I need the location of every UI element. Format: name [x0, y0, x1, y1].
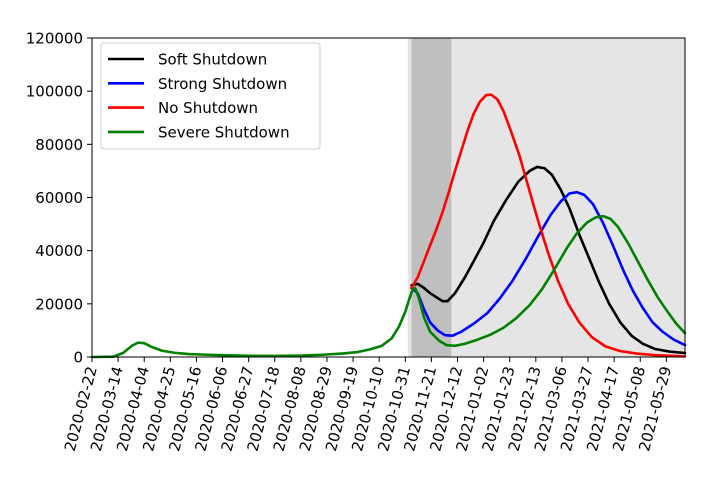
y-tick-label: 0 — [73, 349, 83, 367]
legend-label-strong-shutdown: Strong Shutdown — [158, 75, 287, 93]
legend-label-soft-shutdown: Soft Shutdown — [158, 51, 267, 69]
series-line-soft-shutdown — [410, 165, 687, 355]
shaded-region-0 — [407, 38, 685, 357]
y-axis: 0 20000 40000 60000 80000 100000 120000 — [26, 30, 92, 367]
shaded-regions — [407, 38, 685, 357]
y-tick-label: 60000 — [35, 189, 83, 207]
y-tick-label: 100000 — [26, 83, 83, 101]
legend: Soft Shutdown Strong Shutdown No Shutdown S… — [100, 42, 321, 150]
y-tick-label: 120000 — [26, 30, 83, 48]
y-tick-label: 80000 — [35, 136, 83, 154]
series-lines — [90, 93, 687, 359]
y-tick-label: 40000 — [35, 242, 83, 260]
legend-box — [100, 42, 321, 150]
series-line-strong-shutdown — [410, 190, 687, 347]
legend-label-severe-shutdown: Severe Shutdown — [158, 123, 290, 141]
series-line-severe-shutdown — [90, 214, 687, 359]
y-tick-label: 20000 — [35, 295, 83, 313]
x-axis: 2020-02-222020-03-142020-04-042020-04-25… — [61, 357, 675, 453]
series-line-no-shutdown — [410, 93, 687, 358]
shaded-region-1 — [411, 38, 452, 357]
legend-label-no-shutdown: No Shutdown — [158, 99, 258, 117]
